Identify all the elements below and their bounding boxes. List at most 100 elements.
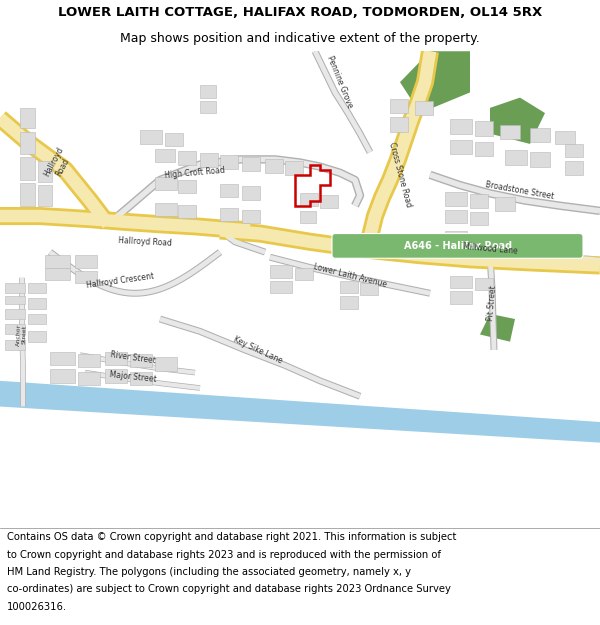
- Polygon shape: [490, 98, 545, 144]
- Bar: [45, 268, 70, 280]
- Bar: [495, 198, 515, 211]
- Bar: [5, 283, 25, 293]
- Bar: [178, 180, 196, 193]
- Bar: [50, 369, 75, 383]
- Bar: [155, 149, 175, 162]
- Bar: [270, 281, 292, 293]
- Bar: [5, 339, 25, 350]
- Text: co-ordinates) are subject to Crown copyright and database rights 2023 Ordnance S: co-ordinates) are subject to Crown copyr…: [7, 584, 451, 594]
- Bar: [20, 108, 35, 129]
- Bar: [50, 352, 75, 366]
- Bar: [530, 152, 550, 167]
- Bar: [445, 231, 467, 244]
- Bar: [155, 357, 177, 371]
- Bar: [450, 276, 472, 288]
- FancyBboxPatch shape: [332, 234, 583, 258]
- Bar: [390, 117, 408, 132]
- Text: River Street: River Street: [110, 351, 156, 366]
- Bar: [450, 140, 472, 154]
- Bar: [565, 161, 583, 175]
- Bar: [105, 352, 127, 366]
- Bar: [75, 255, 97, 268]
- Bar: [200, 153, 218, 167]
- Bar: [75, 271, 97, 283]
- Bar: [45, 255, 70, 268]
- Bar: [38, 161, 52, 182]
- Polygon shape: [400, 51, 470, 113]
- Bar: [555, 131, 575, 144]
- Text: A646 - Halifax Road: A646 - Halifax Road: [404, 241, 512, 251]
- Text: High Croft Road: High Croft Road: [164, 166, 226, 180]
- Bar: [242, 158, 260, 171]
- Text: Contains OS data © Crown copyright and database right 2021. This information is : Contains OS data © Crown copyright and d…: [7, 532, 457, 542]
- Bar: [130, 371, 152, 385]
- Bar: [20, 183, 35, 206]
- Bar: [242, 210, 260, 223]
- Bar: [165, 132, 183, 146]
- Bar: [78, 354, 100, 367]
- Bar: [20, 132, 35, 154]
- Bar: [295, 268, 313, 280]
- Text: Map shows position and indicative extent of the property.: Map shows position and indicative extent…: [120, 32, 480, 45]
- Bar: [78, 371, 100, 385]
- Bar: [130, 354, 152, 367]
- Bar: [470, 194, 488, 208]
- Bar: [285, 161, 303, 175]
- Bar: [300, 211, 316, 223]
- Bar: [265, 159, 283, 172]
- Bar: [200, 85, 216, 98]
- Bar: [360, 283, 378, 296]
- Polygon shape: [480, 314, 515, 342]
- Text: Hallroyd Crescent: Hallroyd Crescent: [86, 272, 154, 290]
- Bar: [242, 186, 260, 199]
- Bar: [270, 266, 292, 278]
- Bar: [470, 212, 488, 225]
- Text: 100026316.: 100026316.: [7, 602, 67, 612]
- Bar: [475, 278, 493, 290]
- Bar: [505, 150, 527, 164]
- Text: Broadstone Street: Broadstone Street: [485, 180, 555, 201]
- Text: Key Sike Lane: Key Sike Lane: [232, 334, 284, 365]
- Bar: [28, 283, 46, 293]
- Bar: [140, 129, 162, 144]
- Bar: [390, 99, 408, 113]
- Text: Lower Laith Avenue: Lower Laith Avenue: [313, 262, 388, 289]
- Text: Pennine Grove: Pennine Grove: [325, 54, 355, 109]
- Polygon shape: [0, 381, 600, 442]
- Bar: [450, 119, 472, 134]
- Bar: [220, 184, 238, 198]
- Bar: [220, 155, 238, 169]
- Bar: [445, 192, 467, 206]
- Text: HM Land Registry. The polygons (including the associated geometry, namely x, y: HM Land Registry. The polygons (includin…: [7, 567, 411, 577]
- Bar: [28, 298, 46, 309]
- Bar: [340, 296, 358, 309]
- Bar: [200, 101, 216, 113]
- Bar: [5, 296, 25, 304]
- Bar: [155, 202, 177, 216]
- Text: Hallroyd Road: Hallroyd Road: [118, 236, 172, 248]
- Bar: [5, 309, 25, 319]
- Bar: [220, 208, 238, 221]
- Text: Cross Stone Road: Cross Stone Road: [387, 141, 413, 208]
- Bar: [565, 144, 583, 158]
- Bar: [340, 281, 358, 293]
- Bar: [105, 369, 127, 383]
- Bar: [28, 331, 46, 342]
- Bar: [450, 291, 472, 304]
- Bar: [5, 324, 25, 334]
- Text: Major Street: Major Street: [109, 370, 157, 384]
- Bar: [530, 129, 550, 142]
- Bar: [500, 126, 520, 139]
- Bar: [475, 121, 493, 136]
- Bar: [445, 210, 467, 223]
- Bar: [178, 151, 196, 164]
- Bar: [28, 314, 46, 324]
- Bar: [470, 234, 488, 246]
- Text: Millwood Lane: Millwood Lane: [463, 242, 518, 256]
- Text: Pit Street: Pit Street: [486, 284, 498, 321]
- Bar: [300, 193, 318, 206]
- Text: Anchor
Street: Anchor Street: [16, 323, 28, 346]
- Text: LOWER LAITH COTTAGE, HALIFAX ROAD, TODMORDEN, OL14 5RX: LOWER LAITH COTTAGE, HALIFAX ROAD, TODMO…: [58, 6, 542, 19]
- Bar: [415, 101, 433, 115]
- Bar: [20, 158, 35, 180]
